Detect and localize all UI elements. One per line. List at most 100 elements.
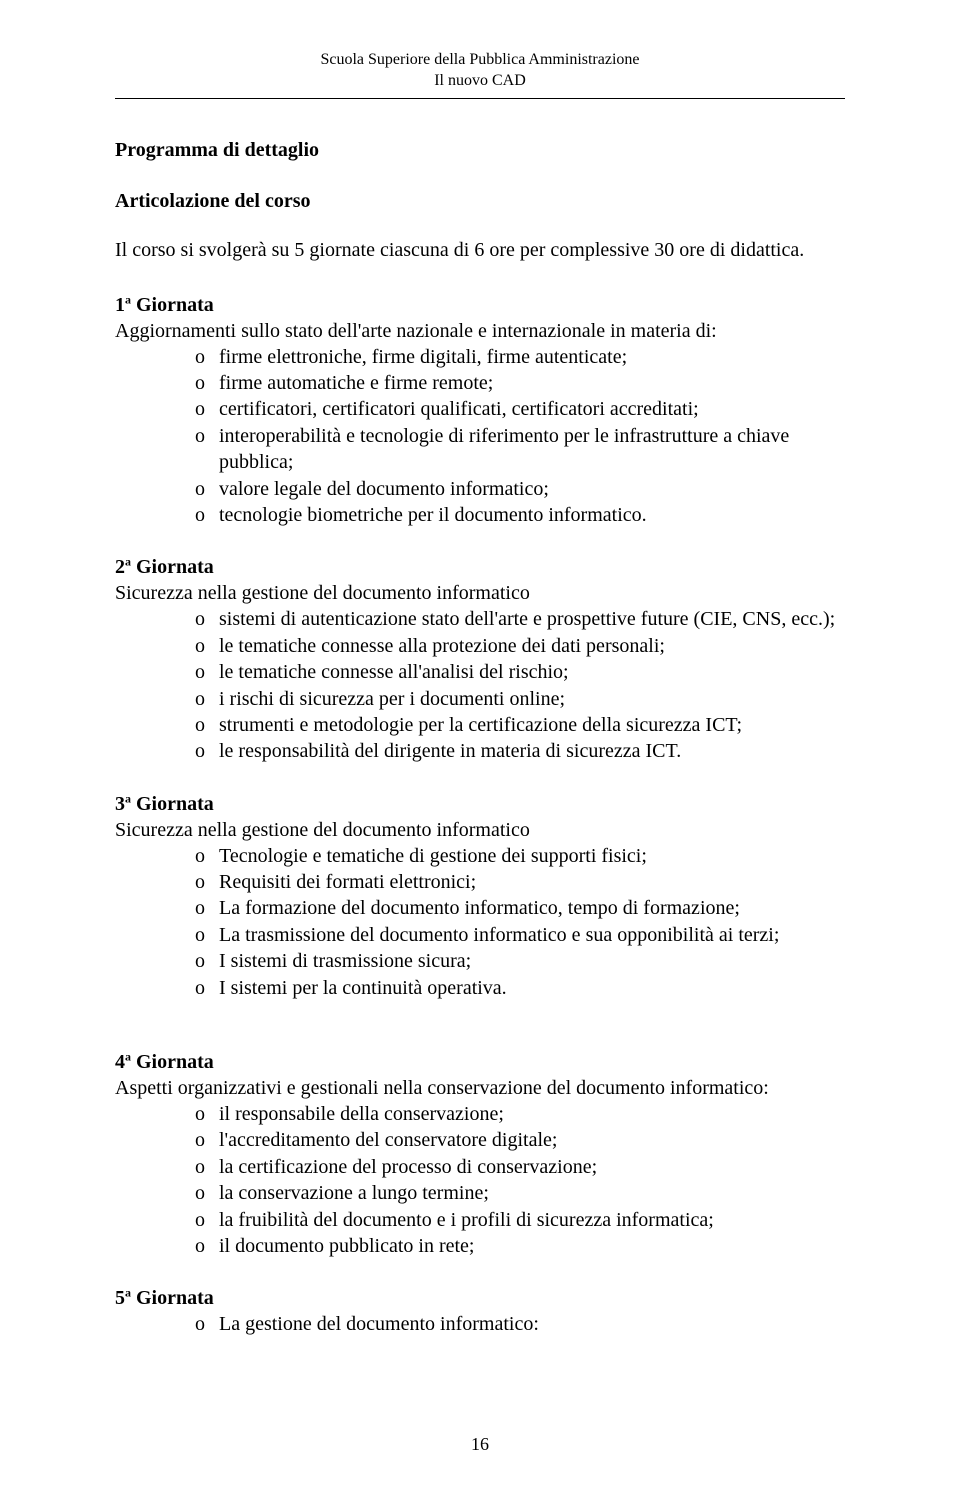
list-item-text: Tecnologie e tematiche di gestione dei s… <box>219 845 647 867</box>
bullet-marker: o <box>195 344 219 370</box>
list-item-text: I sistemi di trasmissione sicura; <box>219 950 471 972</box>
list-item: oI sistemi di trasmissione sicura; <box>195 948 845 974</box>
day-label: Giornata <box>131 793 214 815</box>
list-item: oTecnologie e tematiche di gestione dei … <box>195 843 845 869</box>
header-divider <box>115 98 845 99</box>
day-section: 1a GiornataAggiornamenti sullo stato del… <box>115 292 845 529</box>
list-item: osistemi di autenticazione stato dell'ar… <box>195 606 845 632</box>
list-item-text: l'accreditamento del conservatore digita… <box>219 1129 557 1151</box>
day-items-list: oil responsabile della conservazione;ol'… <box>115 1101 845 1259</box>
bullet-marker: o <box>195 423 219 449</box>
day-label: Giornata <box>131 294 214 316</box>
day-title: 1a Giornata <box>115 292 845 318</box>
bullet-marker: o <box>195 1101 219 1127</box>
bullet-marker: o <box>195 843 219 869</box>
bullet-marker: o <box>195 1127 219 1153</box>
list-item-text: La trasmissione del documento informatic… <box>219 924 779 946</box>
day-number: 4 <box>115 1051 125 1073</box>
list-item-text: valore legale del documento informatico; <box>219 478 549 500</box>
list-item: ofirme automatiche e firme remote; <box>195 370 845 396</box>
day-number: 5 <box>115 1287 125 1309</box>
list-item: oLa trasmissione del documento informati… <box>195 922 845 948</box>
day-items-list: ofirme elettroniche, firme digitali, fir… <box>115 344 845 529</box>
list-item-text: La formazione del documento informatico,… <box>219 897 740 919</box>
list-item: oil responsabile della conservazione; <box>195 1101 845 1127</box>
list-item-text: interoperabilità e tecnologie di riferim… <box>219 425 789 473</box>
bullet-marker: o <box>195 633 219 659</box>
bullet-marker: o <box>195 502 219 528</box>
list-item-text: le responsabilità del dirigente in mater… <box>219 740 681 762</box>
list-item: ostrumenti e metodologie per la certific… <box>195 712 845 738</box>
day-section: 3a GiornataSicurezza nella gestione del … <box>115 791 845 1001</box>
day-section: 2a GiornataSicurezza nella gestione del … <box>115 554 845 764</box>
day-subtitle: Sicurezza nella gestione del documento i… <box>115 580 845 606</box>
list-item: oRequisiti dei formati elettronici; <box>195 869 845 895</box>
bullet-marker: o <box>195 712 219 738</box>
list-item-text: firme elettroniche, firme digitali, firm… <box>219 346 627 368</box>
bullet-marker: o <box>195 975 219 1001</box>
bullet-marker: o <box>195 869 219 895</box>
page-number: 16 <box>0 1434 960 1455</box>
list-item: oI sistemi per la continuità operativa. <box>195 975 845 1001</box>
bullet-marker: o <box>195 738 219 764</box>
list-item-text: il documento pubblicato in rete; <box>219 1235 475 1257</box>
list-item: oLa formazione del documento informatico… <box>195 895 845 921</box>
list-item: ointeroperabilità e tecnologie di riferi… <box>195 423 845 476</box>
day-title: 4a Giornata <box>115 1049 845 1075</box>
bullet-marker: o <box>195 922 219 948</box>
list-item: oLa gestione del documento informatico: <box>195 1311 845 1337</box>
list-item: oi rischi di sicurezza per i documenti o… <box>195 686 845 712</box>
list-item: ola conservazione a lungo termine; <box>195 1180 845 1206</box>
day-number: 1 <box>115 294 125 316</box>
list-item: ofirme elettroniche, firme digitali, fir… <box>195 344 845 370</box>
day-label: Giornata <box>131 556 214 578</box>
day-subtitle: Aggiornamenti sullo stato dell'arte nazi… <box>115 318 845 344</box>
bullet-marker: o <box>195 948 219 974</box>
document-page: Scuola Superiore della Pubblica Amminist… <box>0 0 960 1485</box>
page-title: Programma di dettaglio <box>115 139 845 162</box>
list-item-text: le tematiche connesse alla protezione de… <box>219 635 665 657</box>
intro-paragraph: Il corso si svolgerà su 5 giornate ciasc… <box>115 237 845 264</box>
list-item: ole responsabilità del dirigente in mate… <box>195 738 845 764</box>
list-item: ole tematiche connesse alla protezione d… <box>195 633 845 659</box>
header-institution: Scuola Superiore della Pubblica Amminist… <box>115 50 845 71</box>
page-header: Scuola Superiore della Pubblica Amminist… <box>115 50 845 92</box>
day-label: Giornata <box>131 1287 214 1309</box>
list-item-text: La gestione del documento informatico: <box>219 1313 539 1335</box>
list-item: oil documento pubblicato in rete; <box>195 1233 845 1259</box>
bullet-marker: o <box>195 606 219 632</box>
list-item: ole tematiche connesse all'analisi del r… <box>195 659 845 685</box>
day-number: 3 <box>115 793 125 815</box>
day-subtitle: Sicurezza nella gestione del documento i… <box>115 817 845 843</box>
list-item: ol'accreditamento del conservatore digit… <box>195 1127 845 1153</box>
day-title: 5a Giornata <box>115 1285 845 1311</box>
page-subtitle: Articolazione del corso <box>115 190 845 213</box>
bullet-marker: o <box>195 1233 219 1259</box>
days-container: 1a GiornataAggiornamenti sullo stato del… <box>115 292 845 1338</box>
list-item-text: tecnologie biometriche per il documento … <box>219 504 647 526</box>
day-items-list: osistemi di autenticazione stato dell'ar… <box>115 606 845 764</box>
day-title: 2a Giornata <box>115 554 845 580</box>
bullet-marker: o <box>195 1311 219 1337</box>
list-item-text: firme automatiche e firme remote; <box>219 372 493 394</box>
list-item-text: la fruibilità del documento e i profili … <box>219 1209 714 1231</box>
list-item-text: le tematiche connesse all'analisi del ri… <box>219 661 569 683</box>
header-course-name: Il nuovo CAD <box>115 71 845 92</box>
bullet-marker: o <box>195 370 219 396</box>
day-items-list: oTecnologie e tematiche di gestione dei … <box>115 843 845 1001</box>
bullet-marker: o <box>195 895 219 921</box>
bullet-marker: o <box>195 686 219 712</box>
list-item-text: la certificazione del processo di conser… <box>219 1156 597 1178</box>
list-item-text: il responsabile della conservazione; <box>219 1103 504 1125</box>
bullet-marker: o <box>195 1154 219 1180</box>
day-subtitle: Aspetti organizzativi e gestionali nella… <box>115 1075 845 1101</box>
day-title: 3a Giornata <box>115 791 845 817</box>
list-item-text: i rischi di sicurezza per i documenti on… <box>219 688 565 710</box>
list-item-text: strumenti e metodologie per la certifica… <box>219 714 742 736</box>
list-item: ocertificatori, certificatori qualificat… <box>195 396 845 422</box>
list-item: ovalore legale del documento informatico… <box>195 476 845 502</box>
bullet-marker: o <box>195 476 219 502</box>
bullet-marker: o <box>195 396 219 422</box>
day-section: 5a GiornataoLa gestione del documento in… <box>115 1285 845 1337</box>
list-item: ola fruibilità del documento e i profili… <box>195 1207 845 1233</box>
